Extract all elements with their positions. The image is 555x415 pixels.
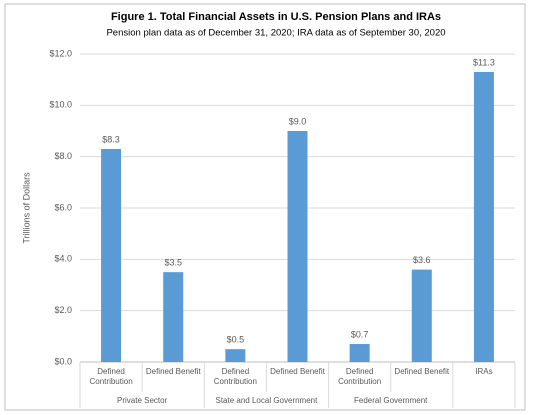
chart-subtitle: Pension plan data as of December 31, 202…	[106, 28, 445, 39]
x-tick-label-box: Defined Benefit	[270, 367, 325, 376]
bar	[101, 148, 122, 362]
group-label: Federal Government	[354, 396, 428, 405]
x-tick-label: Defined Contribution	[338, 367, 382, 386]
y-tick-label: $12.0	[49, 48, 72, 58]
bar	[225, 349, 246, 362]
y-axis-label: Trillions of Dollars	[21, 172, 31, 244]
x-tick-label-box: Defined Contribution	[213, 367, 257, 386]
y-tick-label: $4.0	[54, 254, 72, 264]
x-tick-label: Defined Benefit	[394, 367, 450, 376]
x-tick-label-box: Defined Benefit	[394, 367, 450, 376]
value-label: $3.5	[164, 258, 182, 268]
y-tick-label: $10.0	[49, 100, 72, 110]
x-tick-label-box: Defined Contribution	[89, 367, 133, 386]
y-tick-label: $0.0	[54, 356, 72, 366]
value-label: $3.6	[413, 255, 431, 265]
y-tick-label: $8.0	[54, 151, 72, 161]
x-tick-label-box: Defined Contribution	[338, 367, 382, 386]
x-tick-label: IRAs	[475, 367, 493, 376]
bar	[287, 131, 308, 362]
value-label: $9.0	[289, 116, 307, 126]
x-tick-label: Defined Contribution	[89, 367, 133, 386]
value-label: $11.3	[473, 57, 495, 67]
y-tick-label: $6.0	[54, 202, 72, 212]
group-label: State and Local Government	[216, 396, 319, 405]
x-tick-label-box: Defined Benefit	[145, 367, 201, 376]
value-label: $0.5	[227, 335, 245, 345]
bar	[411, 269, 432, 362]
chart-frame	[4, 3, 526, 411]
x-tick-label: Defined Contribution	[213, 367, 257, 386]
value-label: $8.3	[102, 134, 120, 144]
x-tick-label: Defined Benefit	[270, 367, 325, 376]
bar	[349, 344, 370, 362]
bar	[163, 272, 184, 362]
y-tick-label: $2.0	[54, 305, 72, 315]
group-label: Private Sector	[117, 396, 168, 405]
chart-title: Figure 1. Total Financial Assets in U.S.…	[111, 11, 441, 23]
bar	[473, 71, 494, 362]
x-tick-label-box: IRAs	[475, 367, 493, 376]
value-label: $0.7	[351, 329, 369, 339]
x-tick-label: Defined Benefit	[145, 367, 201, 376]
